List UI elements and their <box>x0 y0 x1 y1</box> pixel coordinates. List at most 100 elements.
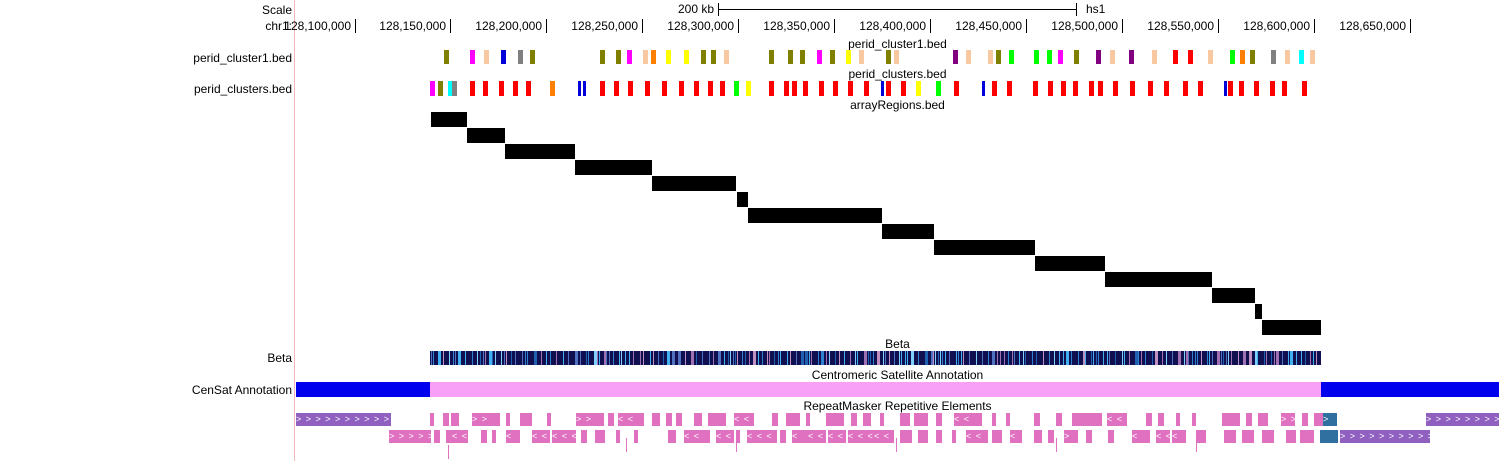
perid-clusters-feature[interactable] <box>448 81 453 96</box>
repeat-element[interactable] <box>1034 430 1042 443</box>
perid-cluster1-feature[interactable] <box>501 50 506 64</box>
repeat-element[interactable] <box>1196 438 1197 452</box>
beta-site[interactable] <box>762 351 763 365</box>
perid-clusters-feature[interactable] <box>1254 81 1259 96</box>
perid-clusters-feature[interactable] <box>1239 81 1244 96</box>
repeat-element[interactable]: > > <box>576 413 604 426</box>
beta-site[interactable] <box>1078 351 1079 365</box>
beta-site[interactable] <box>877 351 880 365</box>
perid-cluster1-feature[interactable] <box>1240 50 1245 64</box>
repeat-element[interactable]: < < <box>1156 430 1170 443</box>
repeat-element[interactable]: < < <box>684 430 710 443</box>
beta-site[interactable] <box>956 351 957 365</box>
repeat-element[interactable] <box>826 413 844 426</box>
beta-site[interactable] <box>829 351 830 365</box>
array-region-feature[interactable] <box>431 112 467 127</box>
beta-site[interactable] <box>696 351 697 365</box>
beta-site[interactable] <box>790 351 791 365</box>
beta-site[interactable] <box>1049 351 1050 365</box>
perid-cluster1-feature[interactable] <box>1096 50 1101 64</box>
beta-site[interactable] <box>1264 351 1265 365</box>
perid-cluster1-feature[interactable] <box>711 50 716 64</box>
beta-site[interactable] <box>1103 351 1104 365</box>
perid-cluster1-feature[interactable] <box>701 50 706 64</box>
repeat-element[interactable] <box>634 430 638 443</box>
beta-site[interactable] <box>1266 351 1267 365</box>
array-region-feature[interactable] <box>934 240 1035 255</box>
beta-site[interactable] <box>942 351 943 365</box>
repeat-element[interactable]: < < <box>734 413 754 426</box>
beta-site[interactable] <box>1083 351 1086 365</box>
perid-clusters-feature[interactable] <box>1270 81 1275 96</box>
beta-site[interactable] <box>1282 351 1283 365</box>
perid-cluster1-feature[interactable] <box>1250 50 1255 64</box>
beta-site[interactable] <box>1207 351 1208 365</box>
beta-site[interactable] <box>911 351 914 365</box>
repeat-element[interactable]: < < <box>452 430 468 443</box>
beta-site[interactable] <box>522 351 523 365</box>
repeat-element[interactable] <box>1286 430 1296 443</box>
repeat-element[interactable] <box>652 413 660 426</box>
perid-clusters-feature[interactable] <box>1228 81 1233 96</box>
perid-cluster1-feature[interactable] <box>1310 50 1315 64</box>
beta-site[interactable] <box>1201 351 1202 365</box>
beta-site[interactable] <box>901 351 902 365</box>
beta-site[interactable] <box>489 351 492 365</box>
beta-site[interactable] <box>994 351 995 365</box>
beta-site[interactable] <box>1212 351 1213 365</box>
perid-clusters-feature[interactable] <box>470 81 475 96</box>
beta-site[interactable] <box>805 351 808 365</box>
beta-site[interactable] <box>1217 351 1220 365</box>
perid-clusters-feature[interactable] <box>452 81 457 96</box>
repeat-element[interactable]: > > > > > > > > > > > <box>296 413 391 426</box>
beta-site[interactable] <box>1122 351 1123 365</box>
repeat-element[interactable]: < <box>1132 430 1150 443</box>
beta-site[interactable] <box>925 351 928 365</box>
beta-site[interactable] <box>629 351 630 365</box>
beta-site[interactable] <box>1166 351 1167 365</box>
perid-cluster1-feature[interactable] <box>1173 50 1178 64</box>
repeat-element[interactable] <box>1192 413 1196 426</box>
repeat-element[interactable] <box>434 430 440 443</box>
perid-clusters-feature[interactable] <box>819 81 824 96</box>
beta-site[interactable] <box>477 351 478 365</box>
array-region-feature[interactable] <box>575 160 652 175</box>
beta-site[interactable] <box>1290 351 1293 365</box>
repeat-element[interactable] <box>1196 430 1206 443</box>
repeat-element[interactable] <box>786 413 800 426</box>
perid-cluster1-side-label[interactable]: perid_cluster1.bed <box>193 51 292 65</box>
beta-site[interactable] <box>568 351 569 365</box>
perid-clusters-feature[interactable] <box>1007 81 1012 96</box>
array-region-feature[interactable] <box>652 176 736 191</box>
beta-site[interactable] <box>1226 351 1227 365</box>
beta-site[interactable] <box>1124 351 1125 365</box>
repeat-element[interactable]: < < <box>966 430 988 443</box>
beta-site[interactable] <box>1228 351 1229 365</box>
beta-site[interactable] <box>945 351 946 365</box>
beta-site[interactable] <box>868 351 869 365</box>
beta-site[interactable] <box>889 351 890 365</box>
track-area[interactable]: 200 kb hs1 128,100,000 128,150,000 128,200… <box>284 0 1499 461</box>
perid-clusters-feature[interactable] <box>936 81 941 96</box>
beta-site[interactable] <box>1000 351 1001 365</box>
beta-site[interactable] <box>733 351 734 365</box>
beta-site[interactable] <box>774 351 775 365</box>
beta-site[interactable] <box>438 351 441 365</box>
beta-site[interactable] <box>492 351 493 365</box>
perid-clusters-feature[interactable] <box>578 81 581 96</box>
beta-site[interactable] <box>1085 351 1086 365</box>
perid-clusters-feature[interactable] <box>628 81 633 96</box>
perid-clusters-feature[interactable] <box>1061 81 1066 96</box>
beta-site[interactable] <box>1091 351 1092 365</box>
beta-site[interactable] <box>511 351 512 365</box>
beta-site[interactable] <box>982 351 983 365</box>
array-region-feature[interactable] <box>882 224 934 239</box>
perid-clusters-feature[interactable] <box>769 81 774 96</box>
perid-cluster1-feature[interactable] <box>830 50 835 64</box>
beta-site[interactable] <box>1145 351 1146 365</box>
repeat-element[interactable]: < <box>792 430 808 443</box>
beta-site[interactable] <box>1310 351 1311 365</box>
perid-cluster1-feature[interactable] <box>1271 50 1276 64</box>
beta-site[interactable] <box>525 351 526 365</box>
perid-clusters-feature[interactable] <box>513 81 518 96</box>
